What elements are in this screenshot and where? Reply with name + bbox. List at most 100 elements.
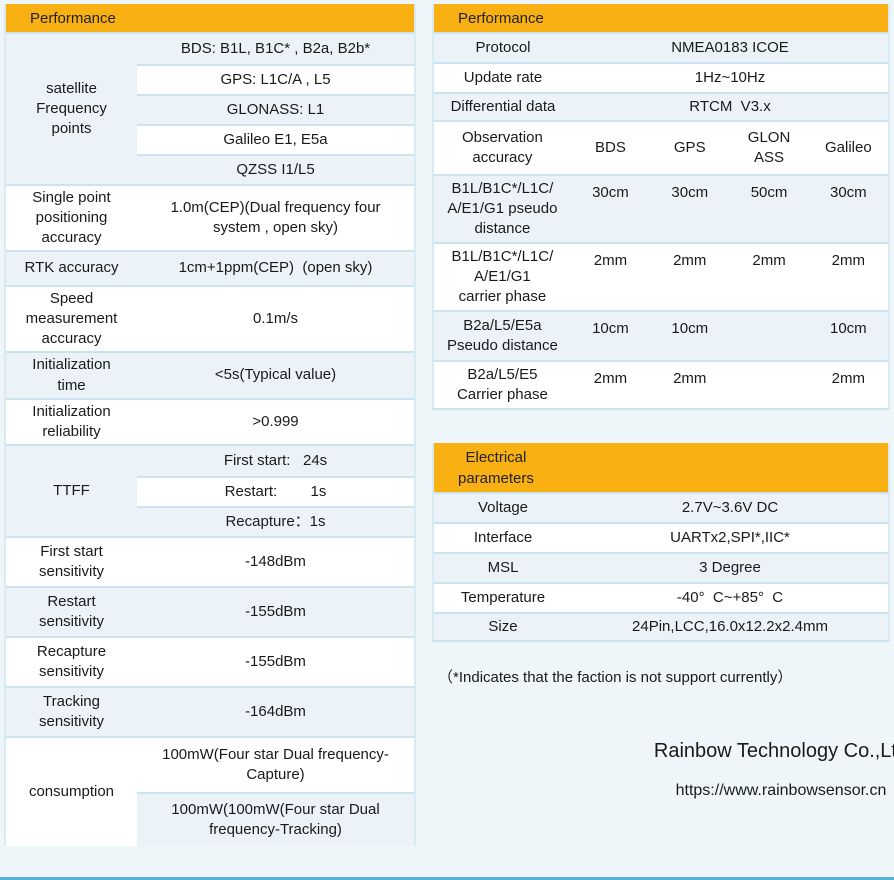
left-table-header: Performance	[6, 4, 414, 32]
ttff-group: TTFF First start: 24s Restart: 1s Recapt…	[6, 444, 414, 536]
spec-value: Restart: 1s	[137, 476, 414, 506]
spec-value: -155dBm	[245, 652, 306, 670]
spec-value: 24Pin,LCC,16.0x12.2x2.4mm	[632, 617, 828, 635]
spec-label: satellite Frequency points	[6, 34, 137, 184]
matrix-column-header: GPS	[673, 138, 706, 156]
matrix-row-label: B2a/L5/E5a Pseudo distance	[446, 316, 558, 354]
spec-label: consumption	[6, 738, 137, 846]
consumption-group: consumption 100mW(Four star Dual frequen…	[6, 736, 414, 846]
spec-value: 0.1m/s	[252, 309, 298, 327]
right-table-title: Performance	[458, 9, 544, 27]
spec-label: Voltage	[477, 498, 529, 516]
matrix-cell	[729, 362, 808, 408]
page-bottom-rule	[0, 877, 894, 880]
spec-row: Temperature -40° C~+85° C	[434, 582, 888, 612]
satellite-frequency-group: satellite Frequency points BDS: B1L, B1C…	[6, 32, 414, 184]
spec-value: -155dBm	[245, 602, 306, 620]
spec-label: First start sensitivity	[38, 542, 105, 580]
matrix-row-label: B2a/L5/E5 Carrier phase	[456, 365, 548, 403]
matrix-cell: 30cm	[671, 184, 709, 201]
spec-row: Speed measurement accuracy 0.1m/s	[6, 285, 414, 351]
spec-label: Interface	[473, 528, 533, 546]
matrix-cell: 2mm	[593, 252, 628, 269]
matrix-corner-label: Observation accuracy	[461, 128, 543, 166]
matrix-cell: 2mm	[752, 252, 786, 269]
matrix-cell: 10cm	[671, 320, 709, 337]
spec-row: Interface UARTx2,SPI*,IIC*	[434, 522, 888, 552]
left-performance-table: Performance satellite Frequency points B…	[4, 4, 416, 846]
matrix-cell: 10cm	[592, 320, 629, 337]
spec-value: NMEA0183 ICOE	[671, 38, 789, 56]
spec-row: Single point positioning accuracy 1.0m(C…	[6, 184, 414, 250]
spec-row: Differential data RTCM V3.x	[434, 92, 888, 120]
spec-row: Voltage 2.7V~3.6V DC	[434, 492, 888, 522]
spec-label: Single point positioning accuracy	[32, 188, 111, 247]
spec-row: Size 24Pin,LCC,16.0x12.2x2.4mm	[434, 612, 888, 642]
spec-value: -164dBm	[245, 702, 306, 720]
matrix-row-label: B1L/B1C*/L1C/ A/E1/G1 pseudo distance	[447, 179, 558, 238]
spec-value: RTCM V3.x	[689, 97, 771, 115]
spec-label: Initialization reliability	[32, 402, 111, 440]
matrix-cell: 2mm	[673, 370, 707, 387]
satellite-frequency-values: BDS: B1L, B1C* , B2a, B2b* GPS: L1C/A , …	[137, 34, 414, 184]
spec-value: 1cm+1ppm(CEP) (open sky)	[178, 259, 373, 277]
spec-label: Update rate	[463, 68, 543, 86]
matrix-column-header: BDS	[595, 138, 626, 156]
matrix-column-header: Galileo	[824, 138, 872, 156]
spec-label: Differential data	[450, 97, 556, 115]
spec-label: Protocol	[475, 38, 531, 56]
matrix-row-label: B1L/B1C*/L1C/ A/E1/G1 carrier phase	[451, 247, 554, 306]
footnote: （*Indicates that the faction is not supp…	[438, 669, 793, 686]
electrical-table-header: Electrical parameters	[434, 443, 888, 492]
spec-row: Initialization reliability >0.999	[6, 398, 414, 444]
matrix-cell: 2mm	[673, 252, 707, 269]
left-table-title: Performance	[30, 9, 116, 27]
spec-value: QZSS I1/L5	[137, 154, 414, 184]
spec-row: Restart sensitivity -155dBm	[6, 586, 414, 636]
spec-row: Recapture sensitivity -155dBm	[6, 636, 414, 686]
spec-label: RTK accuracy	[24, 259, 119, 277]
matrix-cell: 2mm	[593, 370, 628, 387]
spec-value: -40° C~+85° C	[676, 588, 784, 606]
spec-value: <5s(Typical value)	[214, 366, 337, 384]
spec-row: RTK accuracy 1cm+1ppm(CEP) (open sky)	[6, 250, 414, 285]
right-table-header: Performance	[434, 4, 888, 32]
matrix-header-row: Observation accuracy BDS GPS GLON ASS Ga…	[434, 120, 888, 174]
spec-row: Tracking sensitivity -164dBm	[6, 686, 414, 736]
spec-value: -148dBm	[245, 552, 306, 570]
spec-row: First start sensitivity -148dBm	[6, 536, 414, 586]
spec-label: Restart sensitivity	[38, 592, 105, 630]
consumption-values: 100mW(Four star Dual frequency- Capture)…	[137, 738, 414, 846]
spec-label: Size	[488, 617, 518, 635]
matrix-cell: 30cm	[592, 184, 629, 201]
matrix-column-header: GLON ASS	[747, 128, 791, 166]
spec-label: MSL	[487, 558, 519, 576]
spec-value: 100mW(100mW(Four star Dual frequency-Tra…	[137, 792, 414, 846]
matrix-cell	[729, 312, 808, 360]
spec-value: 100mW(Four star Dual frequency- Capture)	[137, 738, 414, 792]
company-name: Rainbow Technology Co.,Ltd	[653, 740, 894, 762]
spec-value: BDS: B1L, B1C* , B2a, B2b*	[137, 34, 414, 64]
matrix-row: B1L/B1C*/L1C/ A/E1/G1 carrier phase 2mm …	[434, 242, 888, 310]
spec-value: First start: 24s	[137, 446, 414, 476]
spec-value: 1Hz~10Hz	[694, 68, 766, 86]
electrical-parameters-table: Electrical parameters Voltage 2.7V~3.6V …	[432, 443, 890, 642]
spec-value: GPS: L1C/A , L5	[137, 64, 414, 94]
spec-value: 3 Degree	[699, 558, 761, 576]
spec-label: Speed measurement accuracy	[25, 289, 118, 348]
ttff-values: First start: 24s Restart: 1s Recapture：1…	[137, 446, 414, 536]
spec-value: GLONASS: L1	[137, 94, 414, 124]
spec-label: Temperature	[460, 588, 546, 606]
matrix-cell: 50cm	[750, 184, 788, 201]
matrix-cell: 2mm	[831, 370, 865, 387]
spec-value: UARTx2,SPI*,IIC*	[670, 528, 790, 546]
matrix-row: B2a/L5/E5a Pseudo distance 10cm 10cm 10c…	[434, 310, 888, 360]
matrix-row: B2a/L5/E5 Carrier phase 2mm 2mm 2mm	[434, 360, 888, 410]
matrix-cell: 2mm	[831, 252, 865, 269]
spec-value: Recapture：1s	[137, 506, 414, 536]
company-website: https://www.rainbowsensor.cn	[675, 782, 887, 799]
spec-row: Update rate 1Hz~10Hz	[434, 62, 888, 92]
spec-row: MSL 3 Degree	[434, 552, 888, 582]
spec-row: Initialization time <5s(Typical value)	[6, 351, 414, 398]
